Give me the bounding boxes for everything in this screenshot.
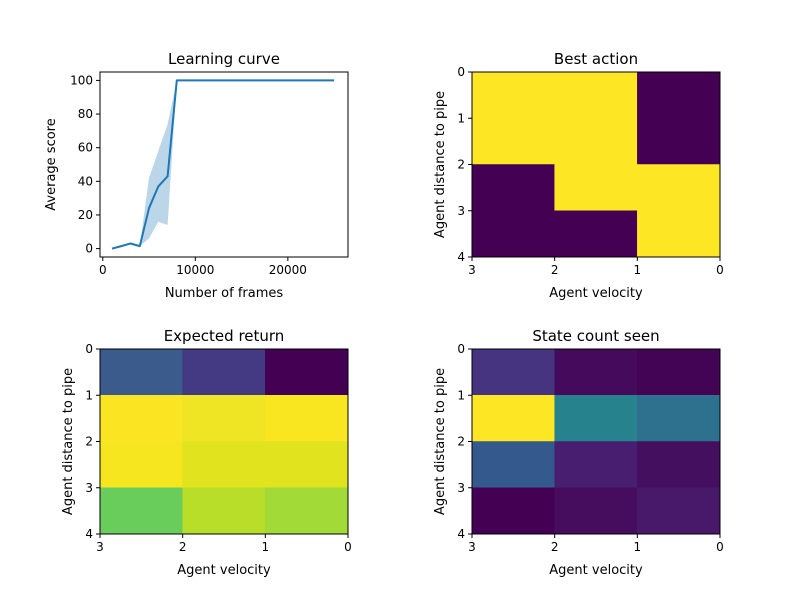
heatmap-cell (637, 487, 721, 535)
x-axis: 3 2 1 0 (468, 534, 724, 554)
x-tick-label: 3 (468, 263, 476, 277)
y-tick-label: 40 (78, 174, 93, 188)
heatmap-cell (471, 71, 638, 165)
heatmap-cell (554, 348, 638, 396)
y-tick-label: 1 (457, 388, 465, 402)
heatmap-cell (637, 348, 721, 396)
y-tick-label: 1 (85, 388, 93, 402)
x-axis: 3 2 1 0 (468, 257, 724, 277)
x-axis-label: Agent velocity (177, 563, 271, 578)
heatmap-cell (99, 348, 183, 396)
heatmap-cell (554, 395, 638, 442)
heatmap-cell (471, 164, 555, 258)
y-tick-label: 4 (85, 527, 93, 541)
y-axis: 0 20 40 60 80 100 (70, 73, 100, 256)
x-tick-label: 2 (179, 540, 187, 554)
heatmap-cell (471, 395, 555, 442)
x-tick-label: 3 (468, 540, 476, 554)
x-axis-label: Number of frames (165, 286, 284, 301)
x-tick-label: 1 (634, 540, 642, 554)
y-tick-label: 0 (85, 242, 93, 256)
heatmap-cell (265, 348, 349, 396)
y-tick-label: 20 (78, 208, 93, 222)
chart-title: State count seen (532, 327, 659, 345)
y-tick-label: 2 (457, 158, 465, 172)
y-tick-label: 0 (457, 342, 465, 356)
x-tick-label: 0 (716, 263, 724, 277)
heatmap-cell (637, 71, 721, 165)
y-tick-label: 4 (457, 250, 465, 264)
x-tick-label: 10000 (176, 263, 214, 277)
axes-frame (99, 71, 349, 258)
x-tick-label: 0 (99, 263, 107, 277)
series-line (111, 79, 335, 250)
chart-title: Best action (554, 50, 638, 68)
heatmap-cell (471, 487, 555, 535)
x-tick-label: 0 (344, 540, 352, 554)
heatmap-cell (637, 441, 721, 488)
y-axis: 0 1 2 3 4 (85, 342, 100, 541)
heatmap-cell (265, 487, 349, 535)
x-tick-label: 2 (551, 540, 559, 554)
y-tick-label: 4 (457, 527, 465, 541)
y-axis-label: Agent distance to pipe (433, 368, 448, 515)
y-axis: 0 1 2 3 4 (457, 65, 472, 264)
confidence-band (112, 80, 335, 249)
y-tick-label: 1 (457, 111, 465, 125)
chart-title: Expected return (164, 327, 285, 345)
heatmap-cell (554, 164, 638, 211)
x-tick-label: 0 (716, 540, 724, 554)
x-axis-label: Agent velocity (549, 563, 643, 578)
heatmap-cell (182, 348, 266, 396)
y-tick-label: 60 (78, 141, 93, 155)
heatmap-cell (637, 164, 721, 258)
x-tick-label: 1 (634, 263, 642, 277)
heatmap-cell (471, 348, 555, 396)
y-axis: 0 1 2 3 4 (457, 342, 472, 541)
x-axis: 0 10000 20000 (99, 257, 307, 277)
y-tick-label: 2 (85, 435, 93, 449)
y-tick-label: 3 (85, 481, 93, 495)
heatmap-cell (554, 210, 638, 258)
y-tick-label: 80 (78, 107, 93, 121)
x-tick-label: 2 (551, 263, 559, 277)
x-tick-label: 1 (262, 540, 270, 554)
heatmap-cell (99, 395, 183, 442)
y-axis-label: Agent distance to pipe (433, 91, 448, 238)
y-axis-label: Average score (44, 118, 59, 210)
heatmap-cell (471, 441, 555, 488)
heatmap-cell (265, 441, 349, 488)
y-tick-label: 0 (457, 65, 465, 79)
x-tick-label: 3 (96, 540, 104, 554)
x-axis-label: Agent velocity (549, 286, 643, 301)
chart-title: Learning curve (168, 50, 280, 68)
y-axis-label: Agent distance to pipe (61, 368, 76, 515)
x-tick-label: 20000 (269, 263, 307, 277)
heatmap-cell (637, 395, 721, 442)
y-tick-label: 3 (457, 204, 465, 218)
plot-area (111, 79, 335, 250)
heatmap-cell (182, 487, 266, 535)
heatmap-cell (554, 441, 638, 488)
x-axis: 3 2 1 0 (96, 534, 352, 554)
heatmap-cell (182, 395, 266, 442)
heatmap-cell (182, 441, 266, 488)
y-tick-label: 2 (457, 435, 465, 449)
y-tick-label: 100 (70, 73, 93, 87)
heatmap-cells (471, 348, 721, 535)
heatmap-cell (99, 487, 183, 535)
panel-learning-curve: Learning curve 0 10000 20000 020406080100 … (44, 50, 349, 301)
y-tick-label: 3 (457, 481, 465, 495)
heatmap-cell (265, 395, 349, 442)
heatmap-cells (471, 71, 721, 258)
heatmap-cell (99, 441, 183, 488)
heatmap-cells (99, 348, 349, 535)
y-tick-label: 0 (85, 342, 93, 356)
heatmap-cell (554, 487, 638, 535)
